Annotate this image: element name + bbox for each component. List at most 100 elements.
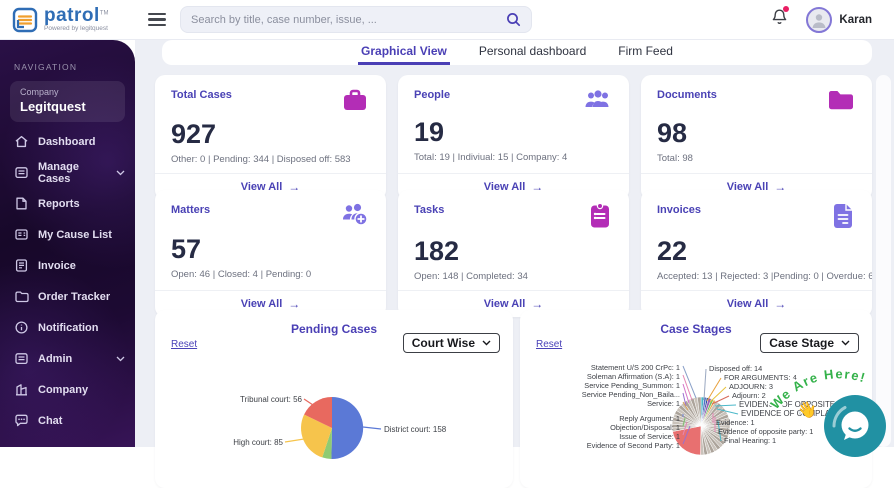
- nav-list: Dashboard Manage Cases Reports My Cause …: [0, 126, 135, 436]
- svg-text:Service Pending_Summon: 1: Service Pending_Summon: 1: [584, 381, 680, 390]
- svg-text:EVIDENCE OF COMPLAIN...: EVIDENCE OF COMPLAIN...: [741, 409, 844, 418]
- hamburger-menu-icon[interactable]: [148, 13, 166, 26]
- sidebar-item-label: Chat: [38, 414, 63, 427]
- svg-text:Service Pending_Non_Baila...: Service Pending_Non_Baila...: [582, 390, 680, 399]
- sidebar-item-chat[interactable]: Chat: [0, 405, 135, 436]
- case-stage-dropdown[interactable]: Case Stage: [760, 333, 859, 353]
- chevron-down-icon: [841, 340, 850, 346]
- sidebar-item-company[interactable]: Company: [0, 374, 135, 405]
- case-stages-chart-card: Case Stages Reset Case Stage Statement U: [520, 310, 872, 488]
- chart-title: Pending Cases: [290, 322, 378, 336]
- dropdown-value: Case Stage: [769, 336, 834, 350]
- dropdown-value: Court Wise: [411, 336, 475, 350]
- svg-text:Statement U/S 200 CrPc: 1: Statement U/S 200 CrPc: 1: [591, 363, 680, 372]
- main-content: Graphical View Personal dashboard Firm F…: [135, 40, 894, 488]
- stat-card-invoices: Invoices 22 Accepted: 13 | Rejected: 3 |…: [641, 190, 872, 318]
- sidebar-item-dashboard[interactable]: Dashboard: [0, 126, 135, 157]
- user-menu[interactable]: Karan: [806, 6, 872, 33]
- sidebar-item-label: Dashboard: [38, 135, 96, 148]
- company-name: Legitquest: [20, 99, 86, 114]
- card-subtitle: Open: 148 | Completed: 34: [414, 271, 528, 283]
- arrow-right-icon: →: [774, 297, 787, 312]
- sidebar-item-manage-cases[interactable]: Manage Cases: [0, 157, 135, 188]
- card-subtitle: Total: 98: [657, 153, 693, 165]
- sidebar-company-selector[interactable]: Company Legitquest: [10, 81, 125, 122]
- card-title: People: [414, 89, 451, 101]
- logo-tm: TM: [99, 10, 109, 17]
- stat-card-tasks: Tasks 182 Open: 148 | Completed: 34 View…: [398, 190, 629, 318]
- arrow-right-icon: →: [531, 297, 544, 312]
- top-bar: patrolTM Powered by legitquest: [0, 0, 894, 40]
- tab-firm-feed[interactable]: Firm Feed: [618, 44, 673, 58]
- view-all-label: View All: [240, 298, 283, 311]
- court-wise-dropdown[interactable]: Court Wise: [402, 333, 500, 353]
- search-bar[interactable]: [180, 6, 532, 33]
- sidebar: NAVIGATION Company Legitquest Dashboard …: [0, 40, 135, 447]
- app-logo[interactable]: patrolTM Powered by legitquest: [0, 6, 138, 33]
- chart-title: Case Stages: [660, 322, 732, 336]
- sidebar-item-invoice[interactable]: Invoice: [0, 250, 135, 281]
- avatar[interactable]: [806, 6, 833, 33]
- notification-badge: [783, 6, 790, 12]
- svg-text:Disposed off: 14: Disposed off: 14: [709, 364, 762, 373]
- card-subtitle: Open: 46 | Closed: 4 | Pending: 0: [171, 269, 312, 281]
- svg-text:Evidence of opposite party: 1: Evidence of opposite party: 1: [718, 427, 813, 436]
- case-stages-pie-chart[interactable]: Statement U/S 200 CrPc: 1 Soleman Affirm…: [520, 310, 872, 488]
- search-input[interactable]: [191, 13, 506, 26]
- card-value: 57: [171, 234, 202, 264]
- card-subtitle: Total: 19 | Indiviual: 15 | Company: 4: [414, 152, 568, 164]
- tab-personal-dashboard[interactable]: Personal dashboard: [478, 44, 587, 58]
- view-all-label: View All: [483, 298, 526, 311]
- people-icon: [583, 87, 613, 116]
- svg-text:Adjourn: 2: Adjourn: 2: [732, 391, 766, 400]
- invoice-doc-icon: [830, 202, 856, 235]
- arrow-right-icon: →: [288, 297, 301, 312]
- sidebar-item-my-cause-list[interactable]: My Cause List: [0, 219, 135, 250]
- pending-cases-pie-chart[interactable]: Tribunal court: 56 District court: 158 H…: [155, 310, 513, 488]
- svg-text:Evidence of Second Party: 1: Evidence of Second Party: 1: [587, 441, 680, 450]
- chevron-down-icon: [116, 353, 125, 365]
- scrollbar[interactable]: [876, 75, 891, 447]
- user-name: Karan: [839, 13, 872, 26]
- live-chat-button[interactable]: [824, 395, 886, 457]
- people-plus-icon: [340, 202, 370, 233]
- clipboard-list-icon: [587, 202, 613, 235]
- waving-hand-icon: 👋: [797, 402, 817, 419]
- company-label: Company: [20, 87, 59, 97]
- home-icon: [14, 134, 29, 149]
- card-value: 22: [657, 236, 688, 266]
- view-all-button[interactable]: View All →: [155, 290, 386, 317]
- svg-text:ADJOURN: 3: ADJOURN: 3: [729, 382, 773, 391]
- order-tracker-icon: [14, 289, 29, 304]
- stat-card-matters: Matters 57 Open: 46 | Closed: 4 | Pendin…: [155, 190, 386, 318]
- view-all-button[interactable]: View All →: [641, 290, 872, 317]
- chevron-down-icon: [116, 167, 125, 179]
- sidebar-item-reports[interactable]: Reports: [0, 188, 135, 219]
- invoice-icon: [14, 258, 29, 273]
- sidebar-item-order-tracker[interactable]: Order Tracker: [0, 281, 135, 312]
- card-value: 182: [414, 236, 460, 266]
- search-icon[interactable]: [506, 12, 521, 27]
- sidebar-item-admin[interactable]: Admin: [0, 343, 135, 374]
- logo-text: patrol: [44, 5, 100, 27]
- card-title: Invoices: [657, 204, 702, 216]
- folder-icon: [826, 87, 856, 117]
- svg-text:Issue of Service: 1: Issue of Service: 1: [619, 432, 680, 441]
- reset-link[interactable]: Reset: [536, 339, 563, 350]
- svg-text:Service: 1: Service: 1: [647, 399, 680, 408]
- card-subtitle: Other: 0 | Pending: 344 | Disposed off: …: [171, 154, 351, 166]
- sidebar-item-label: Notification: [38, 321, 99, 334]
- svg-text:Final Hearing: 1: Final Hearing: 1: [724, 436, 776, 445]
- sidebar-item-notification[interactable]: Notification: [0, 312, 135, 343]
- card-title: Matters: [171, 204, 211, 216]
- card-title: Total Cases: [171, 89, 232, 101]
- info-circle-icon: [14, 320, 29, 335]
- reports-icon: [14, 196, 29, 211]
- tab-graphical-view[interactable]: Graphical View: [358, 40, 450, 65]
- reset-link[interactable]: Reset: [171, 339, 198, 350]
- cases-icon: [14, 165, 29, 180]
- notification-bell-icon[interactable]: [771, 6, 790, 31]
- svg-text:High court: 85: High court: 85: [233, 438, 283, 447]
- svg-text:Objection/Disposal: 1: Objection/Disposal: 1: [610, 423, 680, 432]
- view-all-button[interactable]: View All →: [398, 290, 629, 317]
